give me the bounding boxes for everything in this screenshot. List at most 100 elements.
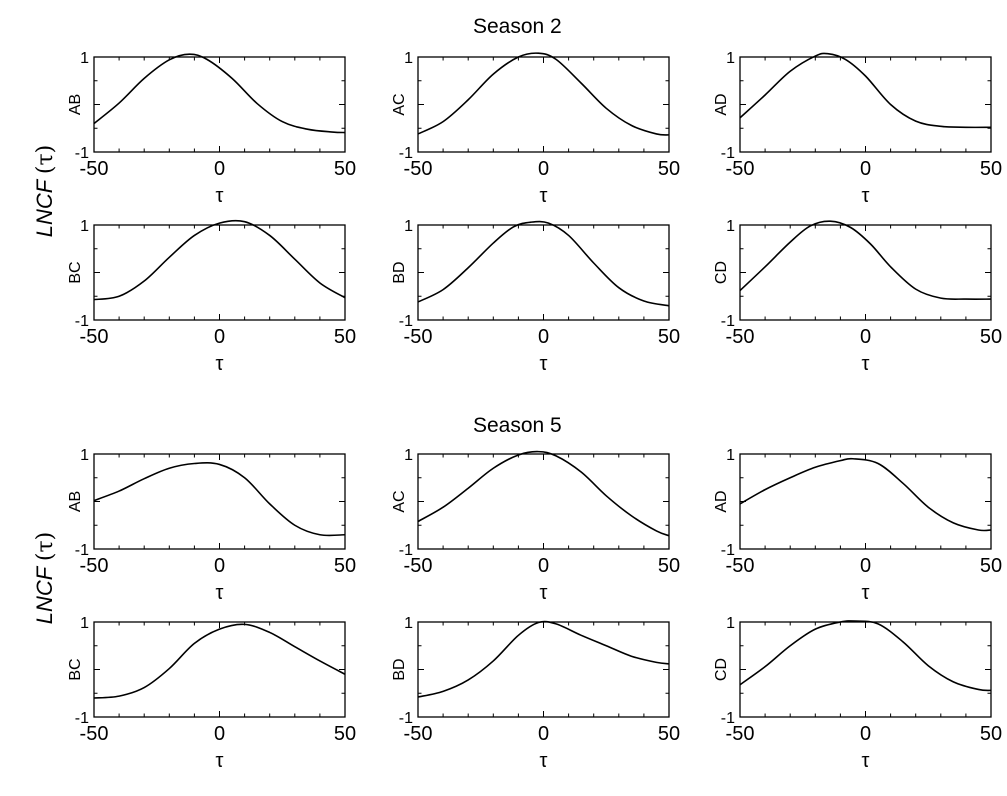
season-2-title: Season 2 [473,15,562,38]
lncf-curve [93,53,346,134]
panel-label: AB [67,491,84,512]
x-axis-label: τ [540,582,548,604]
plot-frame [739,56,992,153]
panel-season-2-bc: -50 0 50 1 -1 BC τ [67,218,356,375]
x-tick-label: 0 [214,555,225,577]
x-tick-label: -50 [404,326,433,348]
y-tick-label: 1 [80,218,89,235]
x-tick-label: 0 [860,326,871,348]
x-tick-label: 0 [538,326,549,348]
x-axis-label: τ [540,750,548,772]
y-tick-label: -1 [721,542,735,559]
x-tick-label: 50 [334,723,356,745]
x-tick-label: 50 [658,326,680,348]
x-axis-label: τ [216,185,224,207]
y-tick-label: -1 [721,710,735,727]
x-tick-label: 0 [860,158,871,180]
plot-frame [93,453,346,550]
plot-frame [417,56,670,153]
x-axis-label: τ [216,353,224,375]
panel-label: BD [391,658,408,680]
x-tick-label: -50 [726,555,755,577]
y-tick-label: -1 [399,710,413,727]
x-tick-label: 0 [538,555,549,577]
plot-frame [417,224,670,321]
panel-season-5-bd: -50 0 50 1 -1 BD τ [391,615,680,772]
x-tick-label: 0 [538,158,549,180]
lncf-curve [417,450,670,537]
x-tick-label: -50 [726,326,755,348]
x-tick-label: 0 [860,555,871,577]
panel-season-5-ac: -50 0 50 1 -1 AC τ [391,447,680,604]
x-tick-label: 0 [214,158,225,180]
x-tick-label: 50 [980,723,1002,745]
x-tick-label: 50 [980,326,1002,348]
x-axis-label: τ [862,750,870,772]
y-tick-label: -1 [399,145,413,162]
panel-label: BC [67,658,84,680]
season-5-title: Season 5 [473,414,562,437]
x-tick-label: 50 [334,555,356,577]
x-axis-label: τ [216,582,224,604]
x-axis-label: τ [862,353,870,375]
x-tick-label: 0 [538,723,549,745]
x-tick-label: 50 [658,555,680,577]
lncf-curve [739,620,992,692]
x-tick-label: 0 [860,723,871,745]
x-tick-label: 0 [214,326,225,348]
panel-season-5-ad: -50 0 50 1 -1 AD τ [713,447,1002,604]
x-tick-label: -50 [404,723,433,745]
x-tick-label: 50 [980,555,1002,577]
y-tick-label: -1 [721,313,735,330]
panel-label: AB [67,94,84,115]
lncf-curve [417,620,670,698]
panel-season-5-ab: -50 0 50 1 -1 AB τ [67,447,356,604]
y-tick-label: -1 [399,542,413,559]
x-tick-label: -50 [80,723,109,745]
x-axis-label: τ [862,582,870,604]
x-tick-label: 50 [334,158,356,180]
lncf-curve [93,462,346,537]
y-tick-label: 1 [404,50,413,67]
x-tick-label: -50 [404,555,433,577]
plot-frame [417,453,670,550]
y-tick-label: 1 [404,218,413,235]
x-tick-label: 50 [658,723,680,745]
x-tick-label: 50 [334,326,356,348]
panel-label: AD [713,490,730,512]
panel-season-5-bc: -50 0 50 1 -1 BC τ [67,615,356,772]
panel-label: BD [391,261,408,283]
plot-frame [417,621,670,718]
x-tick-label: -50 [80,555,109,577]
x-axis-label: τ [216,750,224,772]
y-tick-label: -1 [75,145,89,162]
lncf-curve [417,220,670,307]
y-tick-label: 1 [726,50,735,67]
y-tick-label: 1 [80,615,89,632]
plot-frame [739,621,992,718]
lncf-curve [93,219,346,301]
y-tick-label: -1 [75,542,89,559]
y-tick-label: 1 [726,447,735,464]
y-tick-label: 1 [404,447,413,464]
panel-season-2-ab: -50 0 50 1 -1 AB τ [67,50,356,207]
y-tick-label: -1 [75,313,89,330]
panel-label: BC [67,261,84,283]
plot-frame [93,56,346,153]
panel-season-2-ad: -50 0 50 1 -1 AD τ [713,50,1002,207]
lncf-curve [93,623,346,699]
x-axis-label: τ [862,185,870,207]
y-tick-label: 1 [404,615,413,632]
y-tick-label: 1 [726,615,735,632]
plot-frame [93,621,346,718]
x-tick-label: 50 [658,158,680,180]
panel-label: CD [713,261,730,284]
panel-season-2-ac: -50 0 50 1 -1 AC τ [391,50,680,207]
panel-season-2-bd: -50 0 50 1 -1 BD τ [391,218,680,375]
x-tick-label: -50 [80,326,109,348]
panel-label: AC [391,93,408,115]
lncf-curve [417,52,670,136]
y-tick-label: 1 [80,447,89,464]
panel-label: AD [713,93,730,115]
